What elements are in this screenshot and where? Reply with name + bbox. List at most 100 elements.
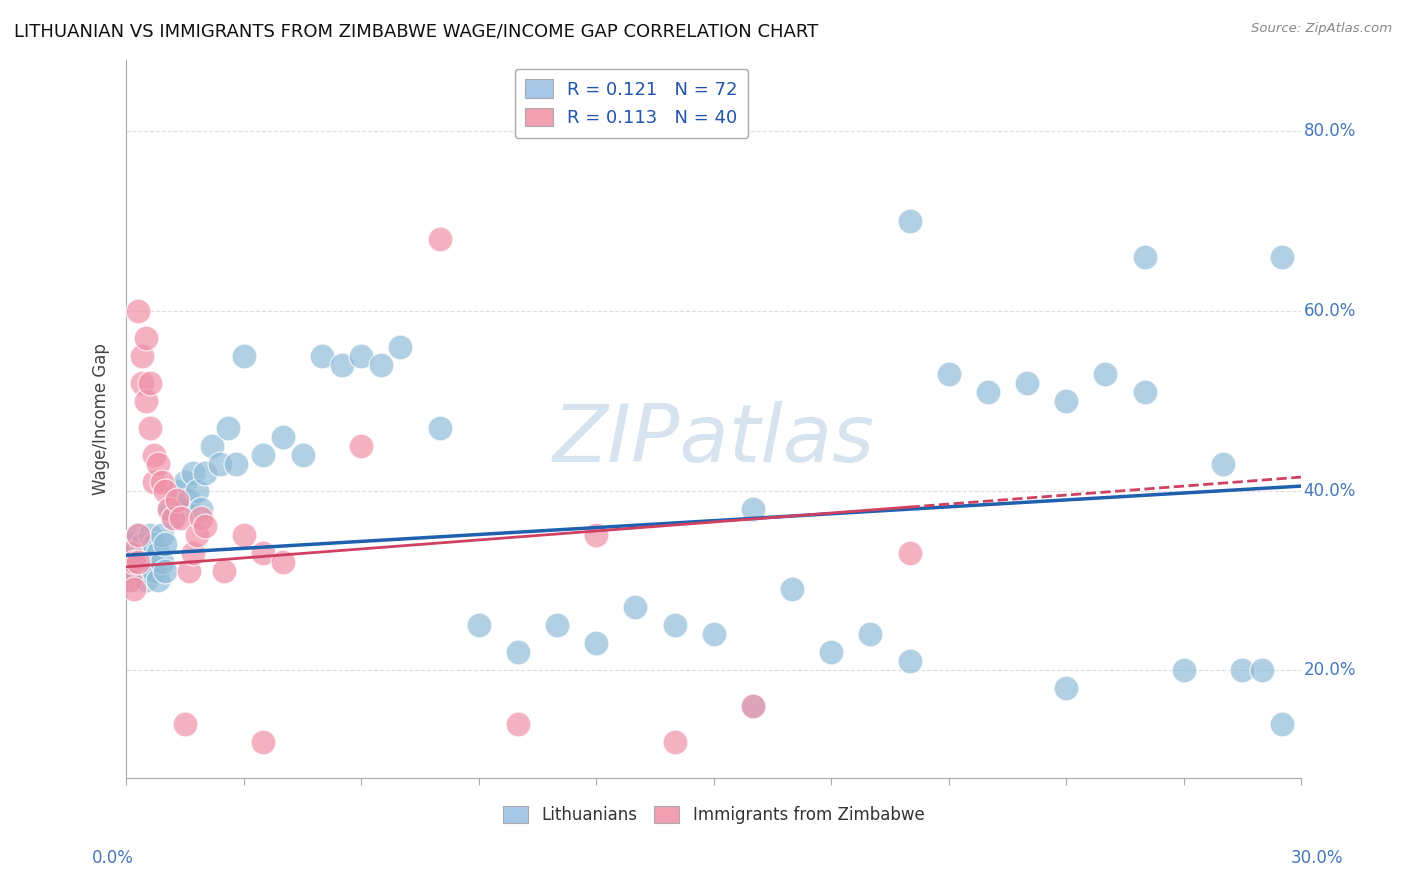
- Point: [938, 367, 960, 381]
- Point: [122, 555, 145, 569]
- Point: [741, 699, 763, 714]
- Point: [389, 340, 412, 354]
- Point: [146, 457, 169, 471]
- Point: [146, 546, 169, 560]
- Point: [1251, 663, 1274, 677]
- Point: [225, 457, 247, 471]
- Point: [350, 349, 373, 363]
- Point: [624, 600, 647, 615]
- Point: [131, 565, 153, 579]
- Point: [139, 555, 162, 569]
- Point: [977, 384, 1000, 399]
- Point: [859, 627, 882, 641]
- Point: [146, 574, 169, 588]
- Point: [190, 501, 212, 516]
- Text: LITHUANIAN VS IMMIGRANTS FROM ZIMBABWE WAGE/INCOME GAP CORRELATION CHART: LITHUANIAN VS IMMIGRANTS FROM ZIMBABWE W…: [14, 22, 818, 40]
- Point: [1054, 393, 1077, 408]
- Point: [150, 555, 173, 569]
- Point: [127, 555, 149, 569]
- Legend: Lithuanians, Immigrants from Zimbabwe: Lithuanians, Immigrants from Zimbabwe: [496, 799, 931, 830]
- Point: [186, 528, 208, 542]
- Point: [1015, 376, 1038, 390]
- Point: [122, 546, 145, 560]
- Point: [177, 492, 200, 507]
- Point: [1133, 384, 1156, 399]
- Point: [429, 421, 451, 435]
- Point: [139, 376, 162, 390]
- Point: [181, 466, 204, 480]
- Point: [166, 483, 188, 498]
- Text: 20.0%: 20.0%: [1303, 661, 1355, 679]
- Point: [1271, 250, 1294, 264]
- Point: [174, 475, 197, 489]
- Point: [291, 448, 314, 462]
- Point: [1173, 663, 1195, 677]
- Text: 60.0%: 60.0%: [1303, 302, 1355, 320]
- Point: [162, 510, 184, 524]
- Point: [177, 565, 200, 579]
- Text: ZIPatlas: ZIPatlas: [553, 401, 875, 479]
- Point: [155, 565, 177, 579]
- Point: [209, 457, 232, 471]
- Point: [703, 627, 725, 641]
- Point: [1212, 457, 1234, 471]
- Text: 30.0%: 30.0%: [1291, 849, 1343, 867]
- Point: [664, 735, 686, 749]
- Point: [170, 501, 193, 516]
- Point: [150, 528, 173, 542]
- Point: [1133, 250, 1156, 264]
- Point: [170, 510, 193, 524]
- Point: [212, 565, 235, 579]
- Point: [429, 232, 451, 246]
- Point: [127, 304, 149, 318]
- Point: [139, 528, 162, 542]
- Point: [155, 537, 177, 551]
- Point: [1094, 367, 1116, 381]
- Point: [142, 565, 165, 579]
- Point: [468, 618, 491, 632]
- Point: [131, 349, 153, 363]
- Point: [157, 501, 180, 516]
- Point: [898, 546, 921, 560]
- Point: [186, 483, 208, 498]
- Point: [370, 358, 392, 372]
- Point: [252, 448, 274, 462]
- Point: [122, 574, 145, 588]
- Point: [135, 393, 157, 408]
- Point: [155, 483, 177, 498]
- Point: [142, 537, 165, 551]
- Point: [350, 439, 373, 453]
- Point: [898, 214, 921, 228]
- Point: [741, 501, 763, 516]
- Point: [217, 421, 239, 435]
- Text: Source: ZipAtlas.com: Source: ZipAtlas.com: [1251, 22, 1392, 36]
- Point: [252, 546, 274, 560]
- Point: [135, 331, 157, 345]
- Point: [271, 430, 294, 444]
- Point: [120, 546, 142, 560]
- Point: [1054, 681, 1077, 695]
- Point: [252, 735, 274, 749]
- Point: [131, 537, 153, 551]
- Point: [135, 546, 157, 560]
- Point: [181, 546, 204, 560]
- Point: [127, 528, 149, 542]
- Text: 80.0%: 80.0%: [1303, 122, 1355, 140]
- Point: [120, 574, 142, 588]
- Point: [201, 439, 224, 453]
- Point: [139, 421, 162, 435]
- Point: [174, 717, 197, 731]
- Point: [120, 537, 142, 551]
- Point: [166, 492, 188, 507]
- Point: [330, 358, 353, 372]
- Point: [142, 475, 165, 489]
- Point: [157, 501, 180, 516]
- Point: [135, 574, 157, 588]
- Point: [1271, 717, 1294, 731]
- Point: [664, 618, 686, 632]
- Point: [120, 565, 142, 579]
- Point: [150, 475, 173, 489]
- Point: [1232, 663, 1254, 677]
- Point: [780, 582, 803, 597]
- Point: [127, 555, 149, 569]
